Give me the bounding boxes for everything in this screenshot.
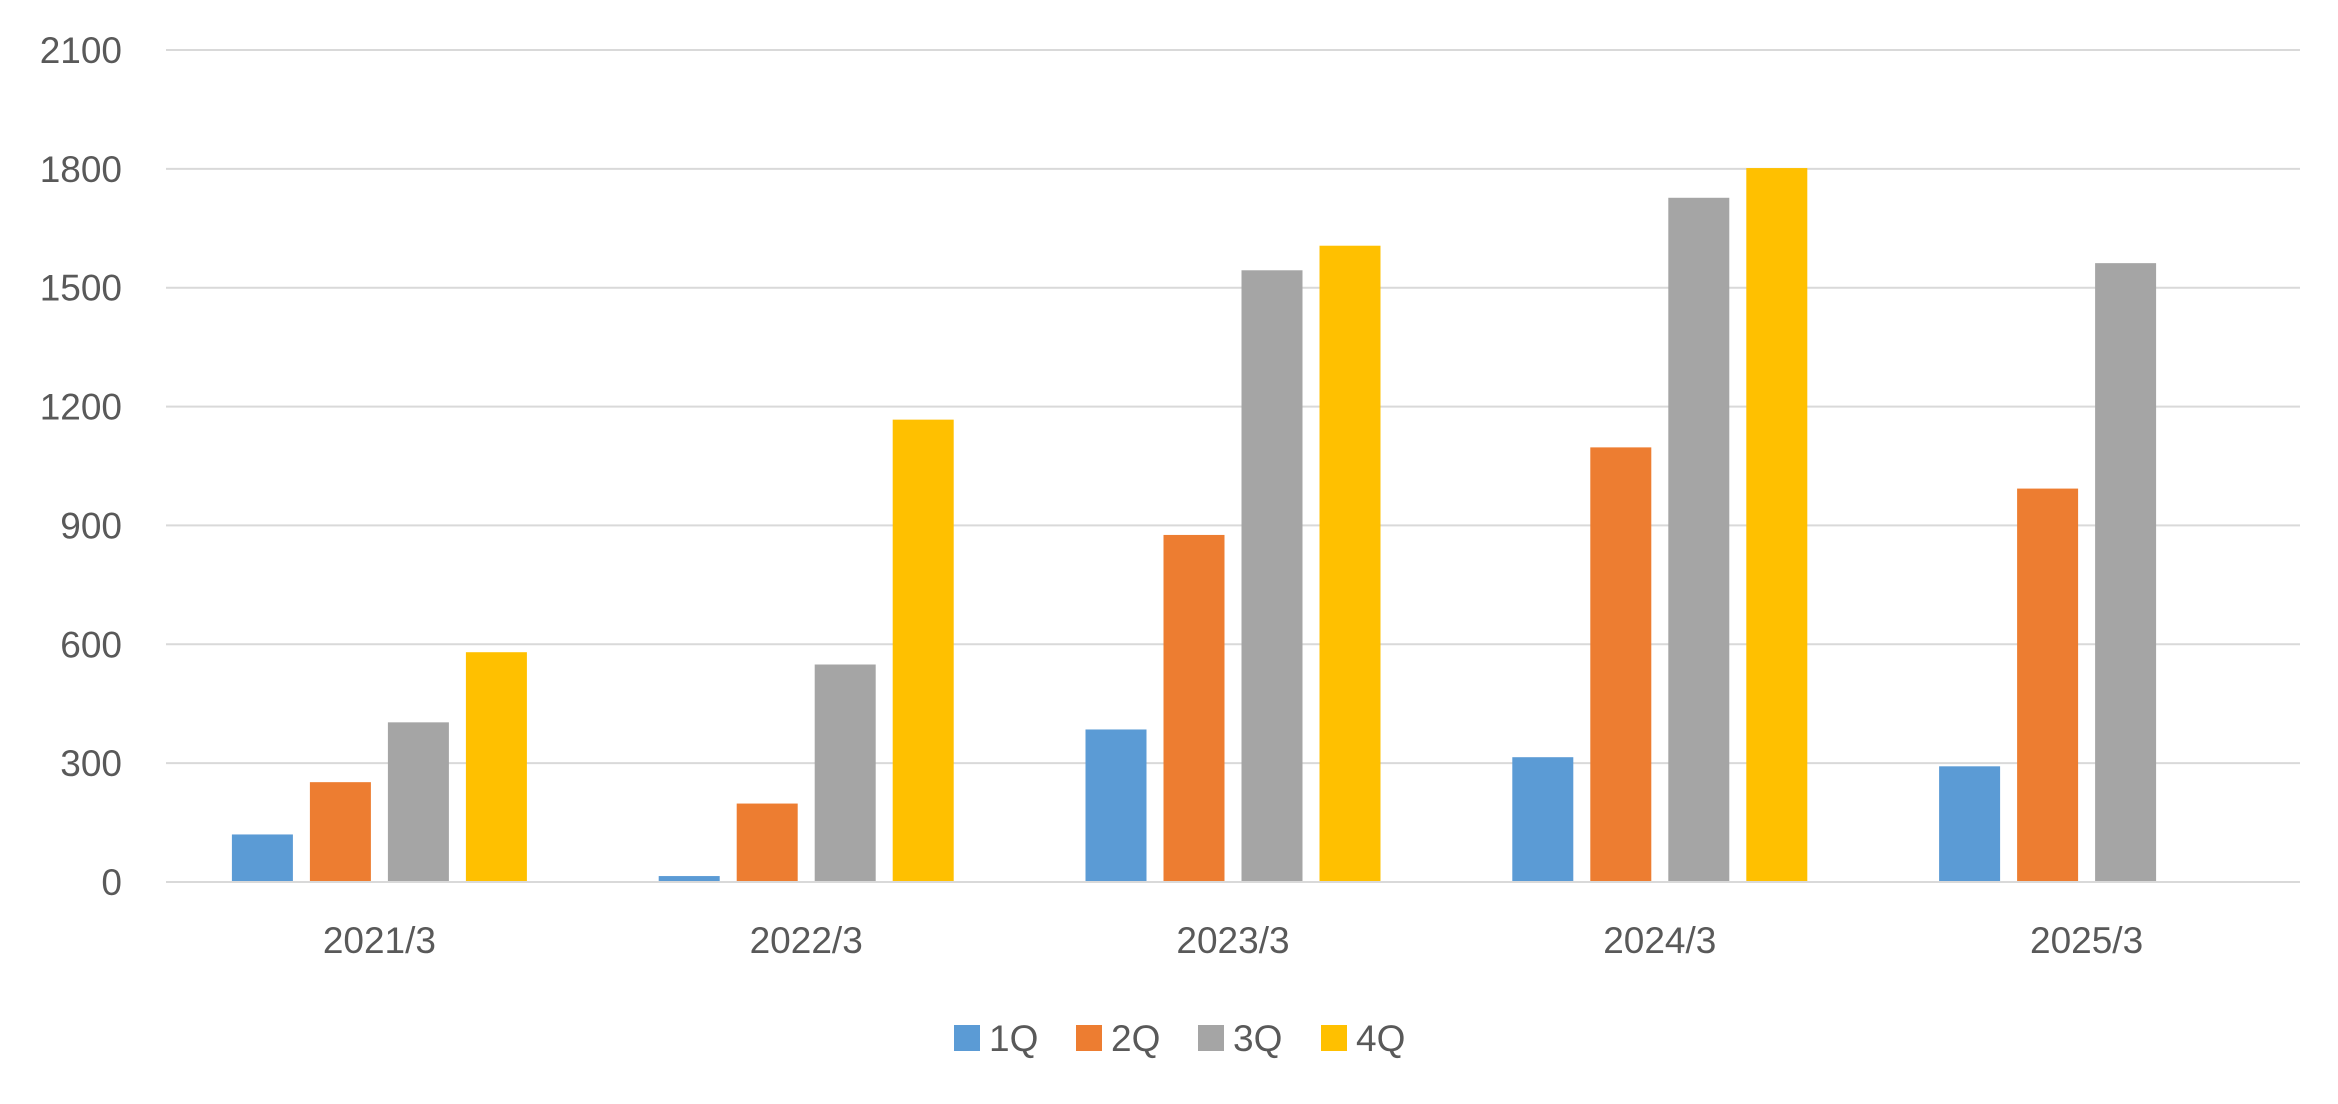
- legend-swatch-4q: [1321, 1025, 1347, 1051]
- bar-3q-2023-3: [1241, 270, 1303, 883]
- bar-3q-2022-3: [814, 664, 876, 882]
- legend-label-4q: 4Q: [1356, 1018, 1405, 1059]
- bar-2q-2024-3: [1590, 447, 1652, 882]
- bar-1q-2024-3: [1512, 757, 1574, 882]
- bar-1q-2021-3: [231, 834, 293, 882]
- legend-label-1q: 1Q: [989, 1018, 1038, 1059]
- bar-4q-2022-3: [892, 419, 954, 882]
- bar-4q-2024-3: [1746, 168, 1808, 882]
- legend-label-2q: 2Q: [1111, 1018, 1160, 1059]
- x-tick-label: 2025/3: [2030, 920, 2143, 961]
- y-tick-label: 2100: [40, 30, 122, 71]
- legend: 1Q 2Q 3Q 4Q: [954, 1018, 1405, 1059]
- bar-3q-2024-3: [1668, 197, 1730, 882]
- bar-3q-2025-3: [2095, 263, 2157, 882]
- gridlines: [166, 49, 2300, 765]
- y-tick-label: 600: [60, 624, 122, 665]
- bar-4q-2023-3: [1319, 245, 1381, 883]
- bar-3q-2021-3: [387, 722, 449, 882]
- legend-swatch-1q: [954, 1025, 980, 1051]
- y-tick-label: 900: [60, 505, 122, 546]
- y-tick-label: 0: [101, 862, 122, 903]
- bars: [231, 168, 2157, 883]
- bar-1q-2025-3: [1939, 766, 2001, 882]
- bar-1q-2022-3: [658, 876, 720, 882]
- x-axis-tick-labels: 2021/3 2022/3 2023/3 2024/3 2025/3: [323, 920, 2143, 961]
- y-tick-label: 1500: [40, 268, 122, 309]
- x-tick-label: 2023/3: [1176, 920, 1289, 961]
- y-axis-tick-labels: 0 300 600 900 1200 1500 1800 2100: [40, 30, 122, 903]
- bar-2q-2022-3: [736, 803, 798, 882]
- bar-2q-2021-3: [309, 782, 371, 882]
- x-tick-label: 2024/3: [1603, 920, 1716, 961]
- bar-2q-2023-3: [1163, 534, 1225, 882]
- bar-4q-2021-3: [465, 652, 527, 882]
- y-tick-label: 300: [60, 743, 122, 784]
- bar-1q-2023-3: [1085, 729, 1147, 882]
- y-tick-label: 1200: [40, 387, 122, 428]
- legend-swatch-3q: [1198, 1025, 1224, 1051]
- x-tick-label: 2021/3: [323, 920, 436, 961]
- legend-label-3q: 3Q: [1233, 1018, 1282, 1059]
- legend-swatch-2q: [1076, 1025, 1102, 1051]
- bar-2q-2025-3: [2017, 488, 2079, 882]
- x-tick-label: 2022/3: [750, 920, 863, 961]
- y-tick-label: 1800: [40, 149, 122, 190]
